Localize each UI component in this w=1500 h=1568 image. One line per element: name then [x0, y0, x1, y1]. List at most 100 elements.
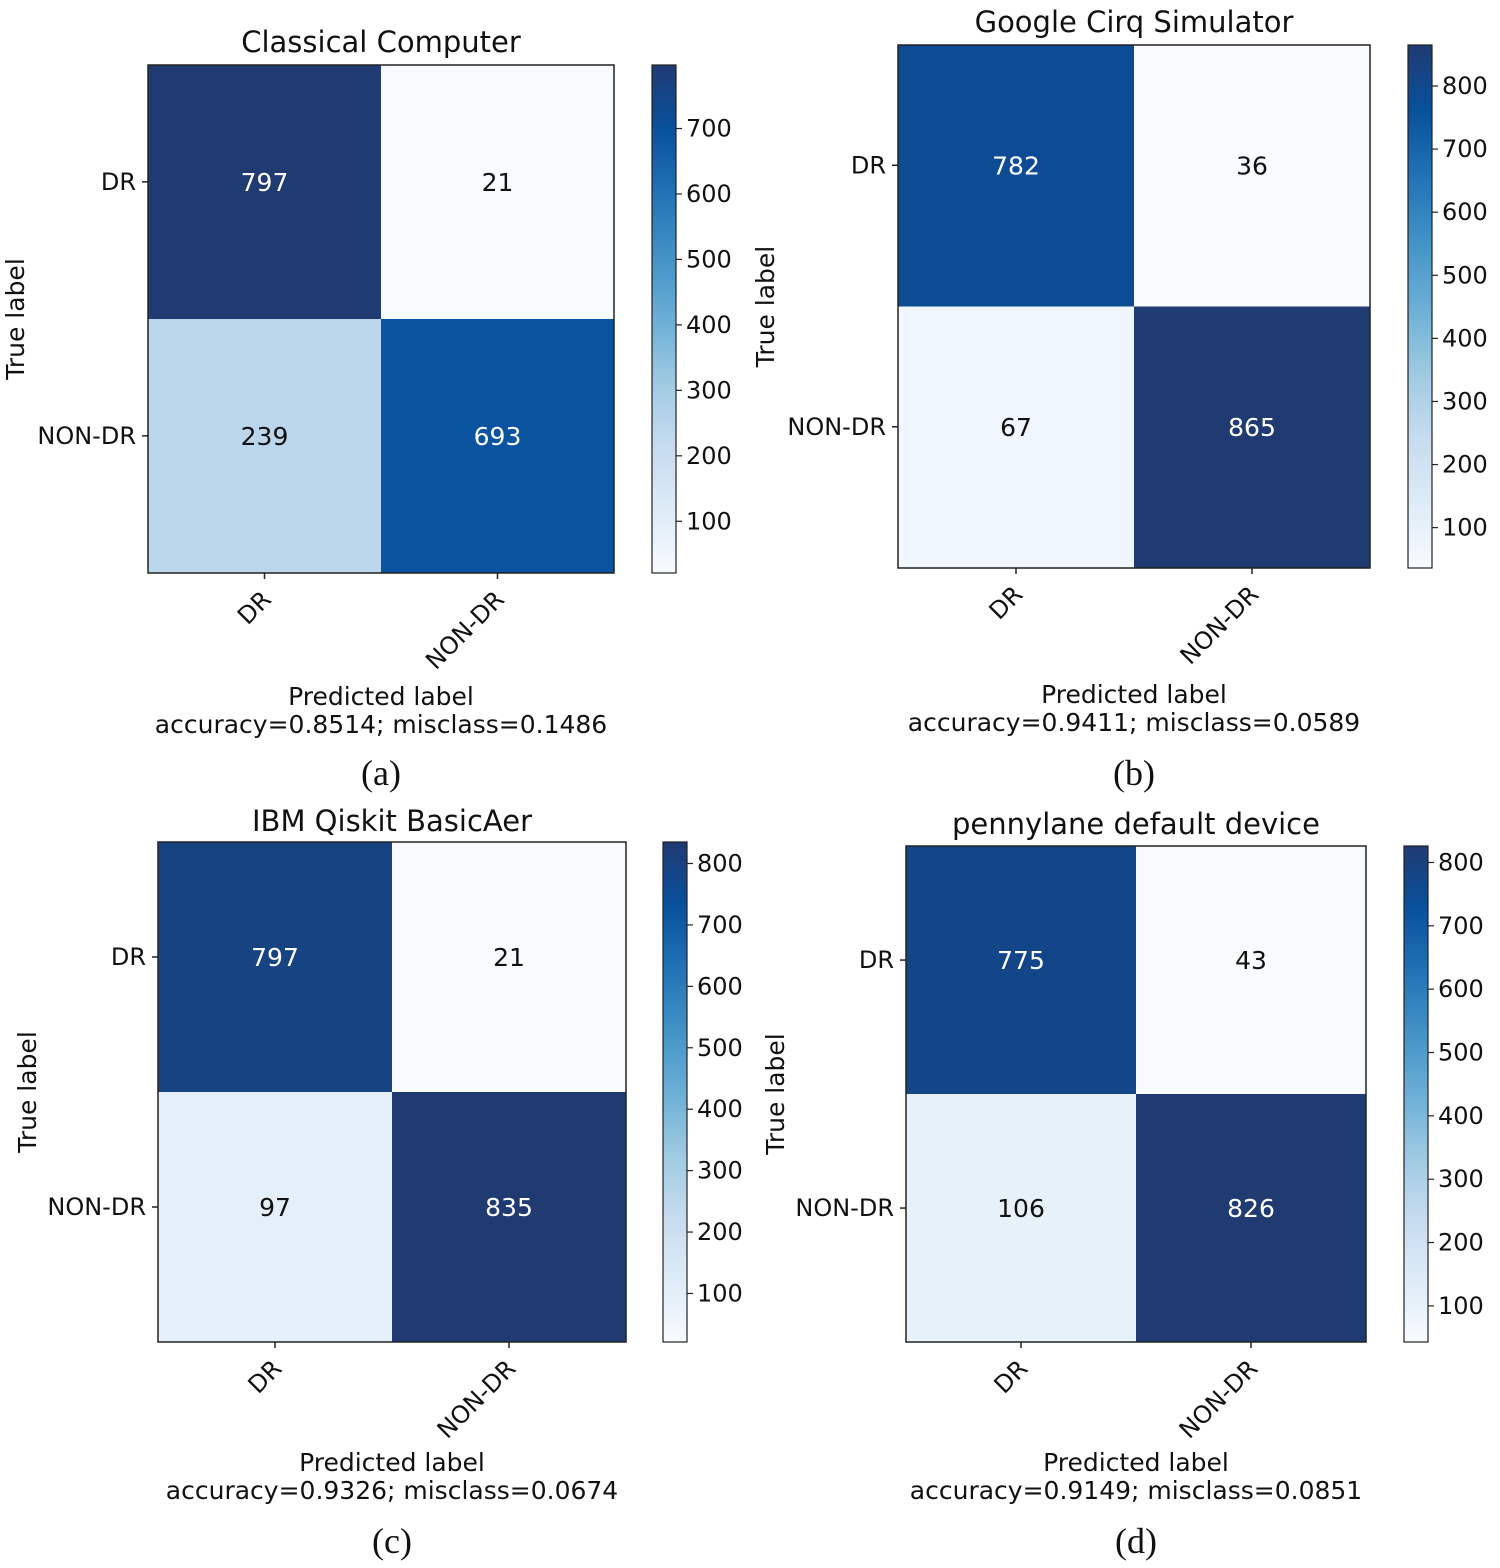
plot-frame	[897, 44, 1371, 569]
y-tick-label: NON-DR	[37, 422, 136, 450]
x-tick-label: DR	[232, 585, 277, 630]
matrix-cell	[898, 45, 1134, 307]
colorbar-tick-label: 300	[697, 1157, 743, 1185]
cell-value-label: 782	[992, 151, 1040, 180]
cell-value-label: 239	[241, 422, 289, 451]
x-tick-label: DR	[243, 1354, 288, 1399]
cell-value-label: 797	[241, 168, 289, 197]
y-axis-label: True label	[761, 1033, 790, 1156]
cell-value-label: 21	[482, 168, 514, 197]
matrix-cell	[1134, 45, 1370, 307]
cell-value-label: 67	[1000, 413, 1032, 442]
cell-value-label: 826	[1227, 1194, 1275, 1223]
panel-3: IBM Qiskit BasicAer 797 21 97 835 DR NON-DR DR N…	[13, 804, 743, 1561]
matrix-cell	[906, 1094, 1136, 1342]
x-axis-label: Predicted label	[288, 682, 474, 711]
accuracy-note: accuracy=0.8514; misclass=0.1486	[155, 710, 607, 739]
panel-4: pennylane default device 775 43 106 826 DR NON…	[761, 807, 1484, 1561]
colorbar-tick-label: 400	[1442, 324, 1488, 352]
colorbar-tick-label: 400	[686, 311, 732, 339]
y-tick-label: NON-DR	[787, 413, 886, 441]
colorbar-tick-label: 100	[686, 507, 732, 535]
x-tick-label: DR	[984, 580, 1029, 625]
colorbar-tick-label: 500	[1442, 261, 1488, 289]
colorbar-tick-label: 100	[697, 1279, 743, 1307]
colorbar-tick-label: 300	[1438, 1165, 1484, 1193]
matrix-cell	[381, 65, 614, 319]
colorbar-tick-label: 600	[1438, 975, 1484, 1003]
panel-2: Google Cirq Simulator 782 36 67 865 DR NON-DR D…	[751, 5, 1488, 793]
colorbar-tick-label: 100	[1438, 1292, 1484, 1320]
y-tick-label: DR	[101, 168, 136, 196]
matrix-cell	[158, 1092, 392, 1342]
chart-title: Google Cirq Simulator	[975, 5, 1294, 39]
colorbar	[1407, 44, 1433, 569]
colorbar-tick-label: 500	[686, 245, 732, 273]
accuracy-note: accuracy=0.9411; misclass=0.0589	[908, 708, 1360, 737]
chart-title: IBM Qiskit BasicAer	[252, 804, 532, 838]
panel-caption: (d)	[1115, 1521, 1157, 1561]
matrix-cell	[898, 306, 1134, 568]
cell-value-label: 865	[1228, 413, 1276, 442]
cell-value-label: 36	[1236, 151, 1268, 180]
matrix-cell	[392, 842, 626, 1092]
cell-value-label: 797	[251, 943, 299, 972]
chart-title: pennylane default device	[952, 807, 1320, 841]
colorbar-tick-label: 200	[697, 1218, 743, 1246]
panel-1: Classical Computer 797 21 239 693 DR NON-DR DR N…	[1, 25, 732, 793]
matrix-cell	[158, 842, 392, 1092]
colorbar-tick-label: 700	[697, 911, 743, 939]
matrix-cell	[392, 1092, 626, 1342]
panel-caption: (b)	[1113, 753, 1155, 793]
colorbar-tick-label: 400	[1438, 1102, 1484, 1130]
colorbar-tick-label: 800	[1442, 72, 1488, 100]
cell-value-label: 106	[997, 1194, 1045, 1223]
colorbar-tick-label: 800	[697, 849, 743, 877]
x-axis-label: Predicted label	[299, 1448, 485, 1477]
cell-value-label: 693	[474, 422, 522, 451]
cell-value-label: 43	[1235, 946, 1267, 975]
x-tick-label: DR	[989, 1354, 1034, 1399]
matrix-cell	[148, 319, 381, 573]
colorbar-tick-label: 300	[1442, 387, 1488, 415]
y-tick-label: NON-DR	[47, 1193, 146, 1221]
colorbar-tick-label: 200	[1442, 451, 1488, 479]
cell-value-label: 21	[493, 943, 525, 972]
matrix-cell	[148, 65, 381, 319]
x-tick-label: NON-DR	[432, 1354, 522, 1444]
colorbar-tick-label: 600	[1442, 198, 1488, 226]
colorbar-tick-label: 500	[1438, 1039, 1484, 1067]
x-tick-label: NON-DR	[1174, 1354, 1264, 1444]
plot-frame	[157, 841, 627, 1343]
cell-value-label: 775	[997, 946, 1045, 975]
matrix-cell	[1136, 1094, 1366, 1342]
y-axis-label: True label	[1, 258, 30, 381]
panel-caption: (c)	[372, 1521, 412, 1561]
x-axis-label: Predicted label	[1043, 1448, 1229, 1477]
plot-frame	[905, 845, 1367, 1343]
colorbar-tick-label: 200	[686, 442, 732, 470]
accuracy-note: accuracy=0.9149; misclass=0.0851	[910, 1476, 1362, 1505]
colorbar-tick-label: 800	[1438, 848, 1484, 876]
colorbar-tick-label: 500	[697, 1034, 743, 1062]
y-tick-label: DR	[111, 943, 146, 971]
matrix-cell	[1134, 306, 1370, 568]
cell-value-label: 97	[259, 1193, 291, 1222]
colorbar-tick-label: 700	[1442, 135, 1488, 163]
x-tick-label: NON-DR	[1175, 580, 1265, 670]
colorbar-tick-label: 600	[686, 180, 732, 208]
colorbar-tick-label: 400	[697, 1095, 743, 1123]
y-tick-label: DR	[859, 946, 894, 974]
colorbar-tick-label: 700	[686, 115, 732, 143]
colorbar	[1403, 845, 1429, 1343]
y-tick-label: DR	[851, 151, 886, 179]
colorbar-tick-label: 600	[697, 972, 743, 1000]
chart-title: Classical Computer	[241, 25, 521, 59]
panel-caption: (a)	[361, 753, 401, 793]
colorbar-tick-label: 700	[1438, 912, 1484, 940]
accuracy-note: accuracy=0.9326; misclass=0.0674	[166, 1476, 618, 1505]
matrix-cell	[906, 846, 1136, 1094]
y-tick-label: NON-DR	[795, 1194, 894, 1222]
x-tick-label: NON-DR	[420, 585, 510, 675]
